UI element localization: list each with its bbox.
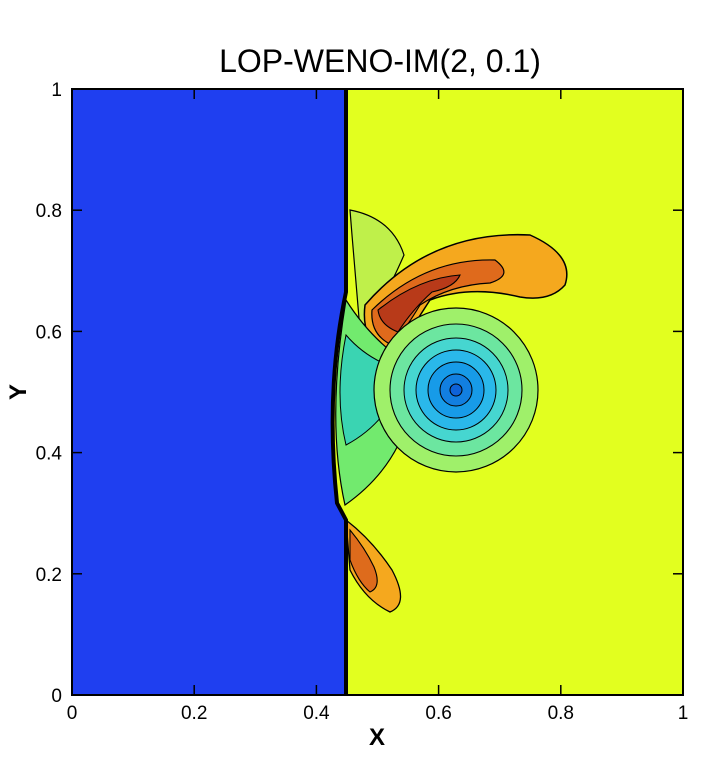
- lower-red-lobe: [349, 528, 378, 593]
- y-tick-label: 0.2: [36, 565, 62, 586]
- chart-title: LOP-WENO-IM(2, 0.1): [219, 43, 541, 79]
- y-axis-label: Y: [5, 384, 32, 400]
- vortex: [373, 307, 539, 473]
- plot-frame: [71, 88, 684, 696]
- x-axis-label: X: [369, 724, 385, 751]
- y-tick-label: 0: [51, 686, 62, 707]
- x-tick-label: 0.2: [181, 703, 207, 724]
- x-tick-label: 1: [678, 703, 689, 724]
- x-tick-label: 0.6: [425, 703, 451, 724]
- x-tick-label: 0: [67, 703, 78, 724]
- shock-front: [330, 89, 348, 695]
- x-tick-label: 0.4: [303, 703, 330, 724]
- vortex-core: [449, 383, 463, 397]
- y-tick-label: 0.6: [36, 322, 62, 343]
- plot-area: [72, 89, 683, 695]
- y-tick-label: 0.8: [36, 201, 62, 222]
- y-axis-ticks: 0 0.2 0.4 0.6 0.8 1: [36, 80, 683, 707]
- y-tick-label: 1: [51, 80, 62, 101]
- left-region: [72, 89, 346, 695]
- x-tick-label: 0.8: [548, 703, 574, 724]
- upper-dark-red-core: [377, 274, 461, 333]
- x-axis-ticks: 0 0.2 0.4 0.6 0.8 1: [67, 89, 689, 724]
- y-tick-label: 0.4: [36, 444, 63, 465]
